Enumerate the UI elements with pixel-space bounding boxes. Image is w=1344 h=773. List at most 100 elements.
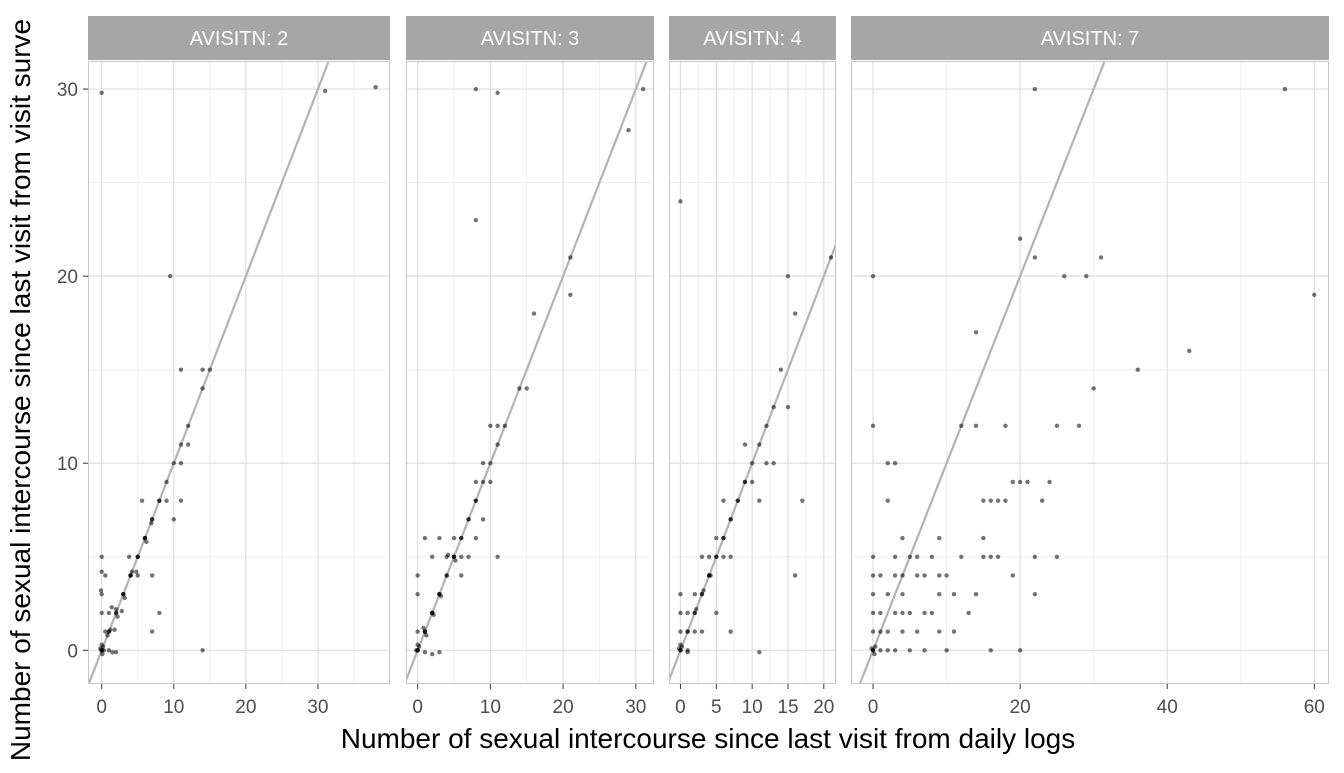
- data-point: [149, 629, 155, 634]
- data-point: [757, 649, 762, 655]
- y-tick-label: 0: [67, 641, 78, 662]
- x-tick-label: 30: [625, 697, 646, 718]
- data-point: [415, 591, 420, 597]
- data-point: [429, 554, 435, 559]
- data-point: [728, 554, 733, 559]
- data-point: [914, 629, 920, 634]
- panel-border: [851, 61, 1329, 684]
- data-point: [135, 573, 140, 578]
- data-point: [429, 651, 435, 657]
- data-point: [517, 386, 522, 391]
- data-point: [466, 554, 471, 559]
- x-tick-label: 20: [235, 697, 256, 718]
- x-axis-title: Number of sexual intercourse since last …: [341, 723, 1076, 754]
- data-point: [771, 461, 776, 466]
- x-tick-label: 0: [675, 697, 686, 718]
- data-point: [495, 554, 500, 559]
- data-point: [885, 591, 890, 597]
- data-point: [714, 610, 719, 616]
- x-tick-label: 15: [777, 697, 798, 718]
- data-point: [134, 569, 139, 574]
- data-point: [110, 649, 115, 655]
- data-point: [785, 273, 791, 279]
- data-point: [1135, 367, 1141, 372]
- data-point: [424, 633, 429, 638]
- data-point: [445, 552, 451, 558]
- data-point: [415, 573, 420, 578]
- data-point: [907, 648, 913, 653]
- data-point: [900, 591, 905, 597]
- data-point: [869, 646, 874, 651]
- data-point: [473, 535, 479, 541]
- data-point: [699, 591, 705, 597]
- data-point: [800, 498, 805, 503]
- data-point: [466, 517, 471, 522]
- data-point: [149, 517, 155, 522]
- data-point: [701, 588, 706, 593]
- panel-background: [88, 61, 390, 684]
- data-point: [444, 573, 449, 578]
- data-point: [488, 479, 493, 485]
- data-point: [1312, 292, 1317, 298]
- data-point: [495, 442, 500, 447]
- data-point: [937, 535, 942, 541]
- data-point: [480, 479, 486, 485]
- facet-panel-1: 0 10 20 30 AVISITN: 2 0 10 20 30: [57, 16, 390, 718]
- data-point: [207, 367, 213, 372]
- data-point: [721, 498, 726, 503]
- panel-border: [669, 61, 836, 684]
- data-point: [771, 404, 776, 410]
- facet-strip-label: AVISITN: 3: [481, 28, 580, 50]
- data-point: [109, 605, 114, 610]
- data-point: [735, 498, 741, 503]
- data-point: [524, 386, 529, 391]
- data-point: [1032, 591, 1038, 597]
- data-point: [1054, 423, 1060, 429]
- data-point: [459, 535, 464, 541]
- data-point: [139, 498, 145, 503]
- data-point: [728, 629, 733, 634]
- x-tick-label: 0: [412, 697, 423, 718]
- data-point: [721, 535, 726, 541]
- data-point: [929, 554, 935, 559]
- data-point: [473, 498, 479, 503]
- data-point: [1003, 423, 1008, 429]
- facet-strip: [851, 16, 1329, 60]
- data-point: [981, 498, 986, 503]
- data-point: [178, 367, 184, 372]
- data-point: [1017, 648, 1023, 653]
- panel-border: [88, 61, 390, 684]
- facet-strip: [406, 16, 654, 60]
- data-point: [103, 573, 108, 578]
- data-point: [322, 88, 328, 94]
- data-point: [937, 573, 942, 578]
- data-point: [99, 554, 104, 559]
- data-point: [694, 606, 699, 612]
- data-point: [108, 627, 113, 632]
- data-point: [480, 461, 486, 466]
- data-point: [473, 86, 479, 92]
- data-point: [178, 498, 184, 503]
- data-point: [99, 569, 104, 574]
- data-point: [1062, 273, 1067, 279]
- data-point: [113, 610, 119, 616]
- data-point: [706, 554, 712, 559]
- data-point: [119, 608, 125, 614]
- data-point: [749, 479, 755, 485]
- data-point: [1010, 479, 1015, 485]
- y-tick-label: 20: [57, 267, 78, 288]
- x-tick-label: 20: [1010, 697, 1031, 718]
- data-point: [106, 648, 112, 653]
- x-tick-label: 20: [813, 697, 834, 718]
- data-point: [1025, 479, 1030, 485]
- data-point: [185, 442, 191, 447]
- data-point: [99, 591, 104, 597]
- data-point: [892, 610, 898, 616]
- data-point: [99, 610, 104, 616]
- data-point: [892, 554, 898, 559]
- data-point: [714, 554, 719, 559]
- data-point: [1032, 255, 1038, 260]
- data-point: [973, 330, 979, 335]
- data-point: [413, 648, 419, 653]
- data-point: [157, 498, 162, 503]
